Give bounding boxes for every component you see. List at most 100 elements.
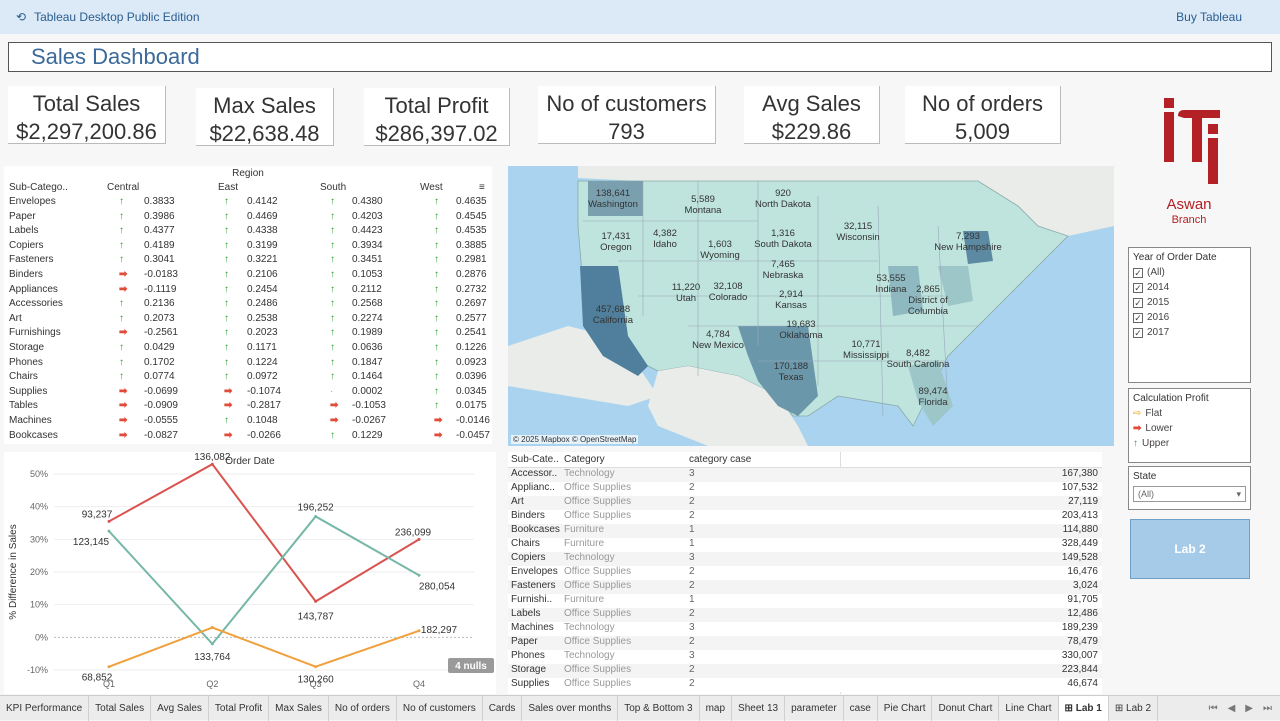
sheet-tab[interactable]: Total Profit <box>209 695 270 721</box>
data-point[interactable] <box>107 519 111 523</box>
prev-page-icon[interactable]: ◀ <box>1227 702 1236 714</box>
sheet-tab[interactable]: Line Chart <box>999 695 1059 721</box>
series-line[interactable] <box>108 626 420 668</box>
map-state-label[interactable]: 5,589 Montana <box>668 194 738 216</box>
lab2-button[interactable]: Lab 2 <box>1130 519 1250 579</box>
data-point[interactable] <box>417 629 421 633</box>
table-row[interactable]: Storage ↑ 0.0429 ↑ 0.1171 ↑ 0.0636 ↑ 0.1226 <box>4 342 492 357</box>
col-south[interactable]: South <box>320 182 347 193</box>
table-row[interactable]: Applianc.. Office Supplies 2 107,532 <box>508 482 1102 496</box>
last-page-icon[interactable]: ⏭ <box>1263 702 1272 714</box>
year-option[interactable]: ✓ 2014 <box>1129 280 1250 295</box>
col-west[interactable]: West <box>420 182 443 193</box>
table-row[interactable]: Furnishings ➡ -0.2561 ↑ 0.2023 ↑ 0.1989 ↑ 0.2541 <box>4 327 492 342</box>
data-point[interactable] <box>417 537 421 541</box>
checkbox-icon[interactable]: ✓ <box>1133 267 1143 278</box>
map-state-label[interactable]: 19,683 Oklahoma <box>766 319 836 341</box>
sheet-tab[interactable]: Avg Sales <box>151 695 209 721</box>
sheet-tab[interactable]: Donut Chart <box>932 695 1000 721</box>
first-page-icon[interactable]: ⏮ <box>1208 702 1218 714</box>
year-option[interactable]: ✓ 2016 <box>1129 310 1250 325</box>
col-central[interactable]: Central <box>107 182 140 193</box>
map-state-label[interactable]: 10,771 Mississippi <box>831 339 901 361</box>
legend-lower[interactable]: ➡ Lower <box>1129 421 1250 436</box>
sheet-tab[interactable]: case <box>844 695 878 721</box>
legend-flat[interactable]: ⇨ Flat <box>1129 406 1250 421</box>
table-row[interactable]: Bookcases Furniture 1 114,880 <box>508 524 1102 538</box>
sheet-tab[interactable]: Max Sales <box>269 695 329 721</box>
col-subcategory[interactable]: Sub-Cate.. <box>511 454 559 465</box>
legend-upper[interactable]: ↑ Upper <box>1129 436 1250 451</box>
map-state-label[interactable]: 2,865 District of Columbia <box>893 284 963 317</box>
sheet-tab[interactable]: parameter <box>785 695 844 721</box>
table-row[interactable]: Accessories ↑ 0.2136 ↑ 0.2486 ↑ 0.2568 ↑ 0.2697 <box>4 298 492 313</box>
data-point[interactable] <box>314 599 318 603</box>
us-map-svg[interactable] <box>508 166 1114 446</box>
sheet-tab[interactable]: KPI Performance <box>0 695 90 721</box>
checkbox-icon[interactable]: ✓ <box>1133 282 1143 293</box>
checkbox-icon[interactable]: ✓ <box>1133 327 1143 338</box>
data-point[interactable] <box>210 642 214 646</box>
table-row[interactable]: Binders ➡ -0.0183 ↑ 0.2106 ↑ 0.1053 ↑ 0.2876 <box>4 269 492 284</box>
table-row[interactable]: Phones ↑ 0.1702 ↑ 0.1224 ↑ 0.1847 ↑ 0.0923 <box>4 357 492 372</box>
data-point[interactable] <box>314 665 318 669</box>
col-category[interactable]: Category <box>564 454 605 465</box>
sheet-tab[interactable]: No of orders <box>329 695 397 721</box>
buy-tableau-link[interactable]: Buy Tableau <box>1176 10 1242 24</box>
table-row[interactable]: Tables ➡ -0.0909 ➡ -0.2817 ➡ -0.1053 ↑ 0.0175 <box>4 400 492 415</box>
data-point[interactable] <box>210 462 214 466</box>
map-state-label[interactable]: 32,115 Wisconsin <box>823 221 893 243</box>
map-state-label[interactable]: 53,555 Indiana <box>856 273 926 295</box>
map-state-label[interactable]: 7,465 Nebraska <box>748 259 818 281</box>
data-point[interactable] <box>107 665 111 669</box>
table-row[interactable]: Accessor.. Technology 3 167,380 <box>508 468 1102 482</box>
sheet-tab[interactable]: Top & Bottom 3 <box>618 695 700 721</box>
sheet-tab[interactable]: No of customers <box>397 695 483 721</box>
map-state-label[interactable]: 17,431 Oregon <box>581 231 651 253</box>
table-row[interactable]: Machines Technology 3 189,239 <box>508 622 1102 636</box>
line-chart-svg[interactable]: Order Date % Difference in Sales 50% 40% 30%… <box>4 452 496 694</box>
table-row[interactable]: Envelopes Office Supplies 2 16,476 <box>508 566 1102 580</box>
table-row[interactable]: Phones Technology 3 330,007 <box>508 650 1102 664</box>
table-row[interactable]: Copiers Technology 3 149,528 <box>508 552 1102 566</box>
table-row[interactable]: Machines ➡ -0.0555 ↑ 0.1048 ➡ -0.0267 ➡ -0.0146 <box>4 415 492 430</box>
sheet-tab[interactable]: ⊞ Lab 2 <box>1109 695 1159 721</box>
sheet-tab[interactable]: Sheet 13 <box>732 695 786 721</box>
map-state-label[interactable]: 11,220 Utah <box>651 282 721 304</box>
map-state-label[interactable]: 138,641 Washington <box>578 188 648 210</box>
table-row[interactable]: Supplies ➡ -0.0699 ➡ -0.1074 · 0.0002 ↑ 0.0345 <box>4 386 492 401</box>
series-line[interactable] <box>108 515 420 646</box>
sheet-tab[interactable]: Cards <box>483 695 523 721</box>
table-row[interactable]: Chairs Furniture 1 328,449 <box>508 538 1102 552</box>
table-row[interactable]: Art Office Supplies 2 27,119 <box>508 496 1102 510</box>
map-state-label[interactable]: 457,688 California <box>578 304 648 326</box>
map-state-label[interactable]: 170,188 Texas <box>756 361 826 383</box>
table-row[interactable]: Paper Office Supplies 2 78,479 <box>508 636 1102 650</box>
table-row[interactable]: Fasteners ↑ 0.3041 ↑ 0.3221 ↑ 0.3451 ↑ 0.2981 <box>4 254 492 269</box>
table-row[interactable]: Chairs ↑ 0.0774 ↑ 0.0972 ↑ 0.1464 ↑ 0.0396 <box>4 371 492 386</box>
table-row[interactable]: Fasteners Office Supplies 2 3,024 <box>508 580 1102 594</box>
table-row[interactable]: Labels Office Supplies 2 12,486 <box>508 608 1102 622</box>
map-state-label[interactable]: 4,382 Idaho <box>630 228 700 250</box>
table-row[interactable]: Paper ↑ 0.3986 ↑ 0.4469 ↑ 0.4203 ↑ 0.4545 <box>4 211 492 226</box>
year-option[interactable]: ✓ 2015 <box>1129 295 1250 310</box>
data-point[interactable] <box>314 514 318 518</box>
table-row[interactable]: Art ↑ 0.2073 ↑ 0.2538 ↑ 0.2274 ↑ 0.2577 <box>4 313 492 328</box>
table-row[interactable]: Labels ↑ 0.4377 ↑ 0.4338 ↑ 0.4423 ↑ 0.4535 <box>4 225 492 240</box>
col-category-case[interactable]: category case <box>689 454 752 465</box>
nulls-badge-bg[interactable] <box>448 658 494 673</box>
map-state-label[interactable]: 7,293 New Hampshire <box>933 231 1003 253</box>
map-state-label[interactable]: 8,482 South Carolina <box>883 348 953 370</box>
data-point[interactable] <box>417 573 421 577</box>
table-row[interactable]: Supplies Office Supplies 2 46,674 <box>508 678 1102 692</box>
data-point[interactable] <box>210 626 214 630</box>
map-state-label[interactable]: 4,784 New Mexico <box>683 329 753 351</box>
sheet-tab[interactable]: Sales over months <box>522 695 619 721</box>
table-row[interactable]: Envelopes ↑ 0.3833 ↑ 0.4142 ↑ 0.4380 ↑ 0.4635 <box>4 196 492 211</box>
series-line[interactable] <box>108 462 420 603</box>
table-row[interactable]: Storage Office Supplies 2 223,844 <box>508 664 1102 678</box>
map-state-label[interactable]: 2,914 Kansas <box>756 289 826 311</box>
table-row[interactable]: Bookcases ➡ -0.0827 ➡ -0.0266 ↑ 0.1229 ➡ -0.0457 <box>4 430 492 445</box>
map-state-label[interactable]: 1,316 South Dakota <box>748 228 818 250</box>
checkbox-icon[interactable]: ✓ <box>1133 312 1143 323</box>
